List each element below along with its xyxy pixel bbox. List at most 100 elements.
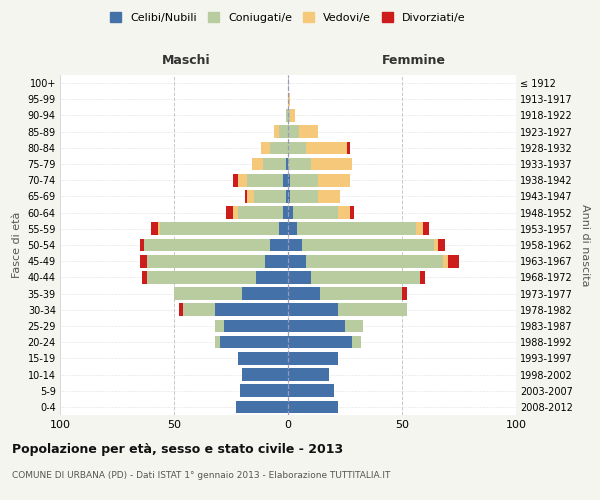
Bar bbox=[288, 158, 352, 170]
Bar bbox=[288, 126, 317, 138]
Bar bbox=[288, 238, 302, 252]
Bar bbox=[240, 384, 288, 397]
Bar bbox=[283, 174, 288, 186]
Bar bbox=[288, 222, 416, 235]
Bar bbox=[288, 174, 317, 186]
Bar bbox=[145, 238, 288, 252]
Bar bbox=[174, 288, 288, 300]
Bar bbox=[288, 142, 350, 154]
Bar bbox=[288, 93, 290, 106]
Bar bbox=[288, 288, 320, 300]
Bar bbox=[260, 142, 288, 154]
Bar bbox=[288, 368, 329, 381]
Bar bbox=[183, 304, 288, 316]
Bar bbox=[242, 368, 288, 381]
Bar bbox=[142, 271, 288, 283]
Bar bbox=[251, 158, 288, 170]
Bar bbox=[288, 304, 407, 316]
Bar bbox=[242, 368, 288, 381]
Legend: Celibi/Nubili, Coniugati/e, Vedovi/e, Divorziati/e: Celibi/Nubili, Coniugati/e, Vedovi/e, Di… bbox=[106, 8, 470, 28]
Text: COMUNE DI URBANA (PD) - Dati ISTAT 1° gennaio 2013 - Elaborazione TUTTITALIA.IT: COMUNE DI URBANA (PD) - Dati ISTAT 1° ge… bbox=[12, 471, 391, 480]
Bar bbox=[220, 336, 288, 348]
Bar bbox=[233, 174, 288, 186]
Bar bbox=[288, 222, 430, 235]
Bar bbox=[288, 206, 350, 219]
Bar bbox=[288, 190, 340, 202]
Bar bbox=[238, 352, 288, 364]
Bar bbox=[288, 158, 352, 170]
Bar bbox=[236, 400, 288, 413]
Bar bbox=[288, 288, 407, 300]
Bar bbox=[160, 222, 288, 235]
Bar bbox=[288, 158, 311, 170]
Bar bbox=[288, 368, 329, 381]
Text: Maschi: Maschi bbox=[161, 54, 211, 68]
Text: Femmine: Femmine bbox=[382, 54, 446, 68]
Bar bbox=[274, 126, 288, 138]
Bar bbox=[288, 384, 334, 397]
Bar bbox=[288, 222, 422, 235]
Bar bbox=[288, 320, 345, 332]
Bar bbox=[288, 238, 439, 252]
Bar bbox=[288, 190, 340, 202]
Bar bbox=[288, 206, 354, 219]
Y-axis label: Fasce di età: Fasce di età bbox=[12, 212, 22, 278]
Bar bbox=[288, 368, 329, 381]
Bar bbox=[251, 158, 288, 170]
Bar bbox=[288, 320, 363, 332]
Bar bbox=[288, 400, 338, 413]
Bar bbox=[286, 109, 288, 122]
Bar bbox=[288, 271, 425, 283]
Bar bbox=[283, 206, 288, 219]
Bar bbox=[288, 255, 306, 268]
Bar bbox=[288, 384, 334, 397]
Bar bbox=[288, 336, 361, 348]
Bar bbox=[270, 238, 288, 252]
Bar bbox=[226, 206, 288, 219]
Bar bbox=[145, 238, 288, 252]
Bar bbox=[215, 336, 288, 348]
Bar bbox=[174, 288, 288, 300]
Bar bbox=[179, 304, 288, 316]
Bar bbox=[288, 271, 420, 283]
Bar bbox=[260, 142, 288, 154]
Bar bbox=[215, 336, 288, 348]
Bar bbox=[288, 109, 295, 122]
Bar bbox=[240, 384, 288, 397]
Bar bbox=[274, 126, 288, 138]
Bar bbox=[288, 288, 402, 300]
Bar bbox=[288, 288, 402, 300]
Bar bbox=[288, 174, 350, 186]
Bar bbox=[288, 238, 445, 252]
Bar bbox=[215, 336, 288, 348]
Bar bbox=[247, 190, 288, 202]
Bar bbox=[215, 320, 288, 332]
Bar bbox=[236, 400, 288, 413]
Bar bbox=[238, 206, 288, 219]
Bar bbox=[288, 352, 338, 364]
Text: Popolazione per età, sesso e stato civile - 2013: Popolazione per età, sesso e stato civil… bbox=[12, 442, 343, 456]
Bar bbox=[236, 400, 288, 413]
Bar bbox=[288, 271, 420, 283]
Bar bbox=[254, 190, 288, 202]
Bar bbox=[146, 271, 288, 283]
Bar bbox=[288, 304, 407, 316]
Bar bbox=[215, 320, 288, 332]
Bar bbox=[288, 352, 338, 364]
Bar bbox=[238, 352, 288, 364]
Bar bbox=[288, 352, 338, 364]
Bar bbox=[288, 206, 293, 219]
Bar bbox=[288, 384, 334, 397]
Bar bbox=[140, 238, 288, 252]
Bar bbox=[242, 288, 288, 300]
Bar bbox=[233, 206, 288, 219]
Y-axis label: Anni di nascita: Anni di nascita bbox=[580, 204, 590, 286]
Bar bbox=[288, 336, 361, 348]
Bar bbox=[270, 142, 288, 154]
Bar bbox=[146, 255, 288, 268]
Bar bbox=[288, 336, 352, 348]
Bar bbox=[288, 93, 290, 106]
Bar bbox=[288, 109, 290, 122]
Bar bbox=[240, 384, 288, 397]
Bar bbox=[140, 255, 288, 268]
